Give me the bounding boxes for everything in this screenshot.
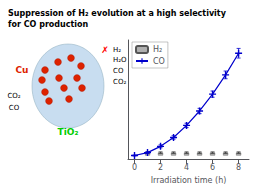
- svg-text:TiO₂: TiO₂: [58, 127, 79, 137]
- svg-text:CO: CO: [113, 67, 124, 75]
- svg-text:CO: CO: [9, 104, 20, 112]
- svg-text:H₂: H₂: [113, 46, 121, 54]
- svg-text:CO₂: CO₂: [113, 78, 126, 86]
- svg-text:Irradiation time (h): Irradiation time (h): [151, 176, 227, 185]
- svg-text:6: 6: [210, 163, 215, 172]
- svg-text:H₂O: H₂O: [113, 56, 127, 64]
- svg-text:2: 2: [158, 163, 163, 172]
- svg-text:✗: ✗: [101, 45, 109, 55]
- svg-text:4: 4: [184, 163, 189, 172]
- svg-text:CO: CO: [153, 57, 165, 66]
- svg-text:0: 0: [132, 163, 137, 172]
- svg-text:Cu: Cu: [15, 65, 28, 75]
- svg-text:CO₂: CO₂: [7, 92, 20, 100]
- svg-text:8: 8: [236, 163, 241, 172]
- svg-text:H₂: H₂: [153, 45, 162, 54]
- svg-text:for CO production: for CO production: [8, 20, 89, 29]
- svg-text:Suppression of H₂ evolution at: Suppression of H₂ evolution at a high se…: [8, 9, 227, 18]
